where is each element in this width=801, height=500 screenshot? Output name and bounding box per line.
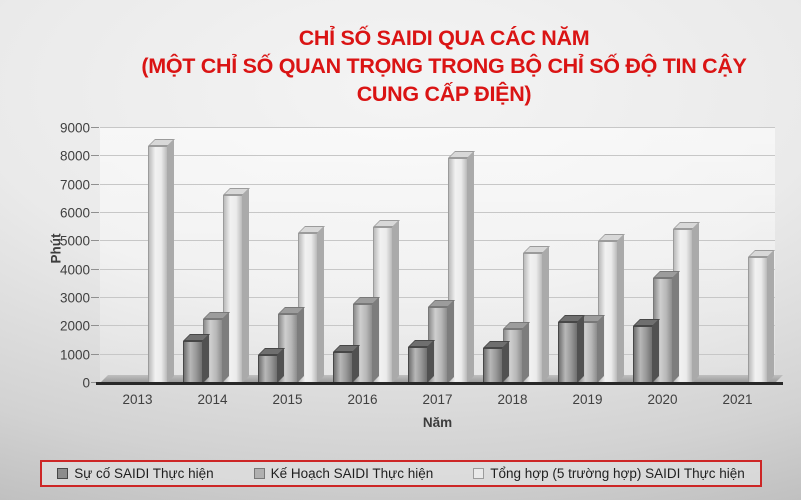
y-tick-mark-6000: [91, 212, 99, 213]
y-tick-label-2000: 2000: [59, 318, 90, 334]
y-axis-tick-labels: 0 1000 2000 3000 4000 5000 6000 7000 8000 9000: [28, 121, 90, 391]
y-axis-tick-marks: [91, 127, 99, 383]
bar-group-2016: [325, 128, 400, 383]
bar-group-2015: [250, 128, 325, 383]
bar-series3-2013: [148, 146, 168, 383]
bar-sheen: [409, 347, 427, 382]
bar-group-2018: [475, 128, 550, 383]
y-tick-mark-8000: [91, 155, 99, 157]
legend-item-2: Kế Hoạch SAIDI Thực hiện: [253, 466, 434, 481]
x-tick-label-2019: 2019: [572, 392, 603, 407]
gridline-4000: [100, 268, 775, 270]
bar-group-2021: [700, 128, 775, 383]
legend-item-1: Sự cố SAIDI Thực hiện: [57, 466, 214, 481]
y-tick-label-4000: 4000: [59, 262, 90, 278]
gridline-9000: [100, 127, 775, 128]
y-tick-label-0: 0: [82, 375, 90, 391]
gridline-3000: [100, 297, 775, 298]
chart-title-line-1: CHỈ SỐ SAIDI QUA CÁC NĂM: [298, 26, 590, 50]
y-tick-mark-3000: [91, 297, 99, 298]
y-tick-label-8000: 8000: [59, 148, 90, 164]
y-tick-label-6000: 6000: [59, 205, 90, 221]
y-tick-mark-2000: [91, 325, 99, 327]
y-tick-label-5000: 5000: [59, 233, 90, 249]
y-tick-label-3000: 3000: [59, 290, 90, 306]
bar-sheen: [559, 323, 577, 382]
x-tick-label-2017: 2017: [422, 392, 453, 407]
bar-group-2020: [625, 128, 700, 383]
legend-label: Tổng hợp (5 trường hợp) SAIDI Thực hiện: [490, 466, 745, 481]
bar-series1-2016: [333, 351, 353, 383]
bar-group-2019: [550, 128, 625, 383]
bar-group-2013: [100, 128, 175, 383]
y-tick-mark-9000: [91, 127, 99, 128]
bar-group-2017: [400, 128, 475, 383]
bar-sheen: [334, 352, 352, 382]
bar-series1-2015: [258, 354, 278, 383]
bar-sheen: [149, 147, 167, 382]
bar-series1-2017: [408, 346, 428, 383]
y-tick-label-9000: 9000: [59, 120, 90, 136]
x-tick-label-2020: 2020: [647, 392, 678, 407]
legend-swatch-icon: [253, 468, 265, 479]
x-tick-label-2015: 2015: [272, 392, 303, 407]
x-tick-label-2016: 2016: [347, 392, 378, 407]
gridline-8000: [100, 155, 775, 157]
bar-series1-2018: [483, 347, 503, 383]
bar-sheen: [184, 341, 202, 382]
x-tick-label-2021: 2021: [722, 392, 753, 407]
gridline-6000: [100, 212, 775, 213]
bar-group-2014: [175, 128, 250, 383]
bar-sheen: [634, 327, 652, 382]
x-axis-title: Năm: [422, 415, 453, 430]
bar-series1-2020: [633, 326, 653, 383]
bar-sheen: [484, 348, 502, 382]
y-tick-label-1000: 1000: [59, 347, 90, 363]
x-axis-baseline: [96, 382, 783, 385]
gridline-5000: [100, 240, 775, 242]
legend-swatch-icon: [473, 468, 485, 479]
gridline-7000: [100, 183, 775, 185]
chart-title: CHỈ SỐ SAIDI QUA CÁC NĂM (MỘT CHỈ SỐ QUA…: [95, 24, 793, 108]
y-tick-label-7000: 7000: [59, 177, 90, 193]
chart-title-line-2: (MỘT CHỈ SỐ QUAN TRỌNG TRONG BỘ CHỈ SỐ Đ…: [141, 54, 747, 78]
legend-swatch-icon: [57, 468, 69, 479]
y-tick-mark-7000: [91, 183, 99, 185]
bar-series1-2014: [183, 340, 203, 383]
legend-item-3: Tổng hợp (5 trường hợp) SAIDI Thực hiện: [473, 466, 745, 481]
legend-label: Sự cố SAIDI Thực hiện: [74, 466, 214, 481]
x-tick-label-2018: 2018: [497, 392, 528, 407]
bar-series1-2019: [558, 322, 578, 383]
y-tick-mark-1000: [91, 353, 99, 355]
x-axis-category-labels: 2013 2014 2015 2016 2017 2018 2019 2020 2021: [100, 392, 775, 407]
y-tick-mark-4000: [91, 268, 99, 270]
legend-label: Kế Hoạch SAIDI Thực hiện: [270, 466, 434, 481]
legend: Sự cố SAIDI Thực hiện Kế Hoạch SAIDI Thực…: [40, 460, 762, 487]
bar-sheen: [749, 257, 767, 382]
plot-area: [96, 127, 783, 385]
chart-title-line-3: CUNG CẤP ĐIỆN): [356, 82, 532, 106]
x-tick-label-2013: 2013: [122, 392, 153, 407]
y-tick-mark-5000: [91, 240, 99, 242]
bar-series3-2021: [748, 256, 768, 383]
x-tick-label-2014: 2014: [197, 392, 228, 407]
bar-sheen: [259, 355, 277, 382]
y-tick-mark-0: [91, 382, 99, 383]
